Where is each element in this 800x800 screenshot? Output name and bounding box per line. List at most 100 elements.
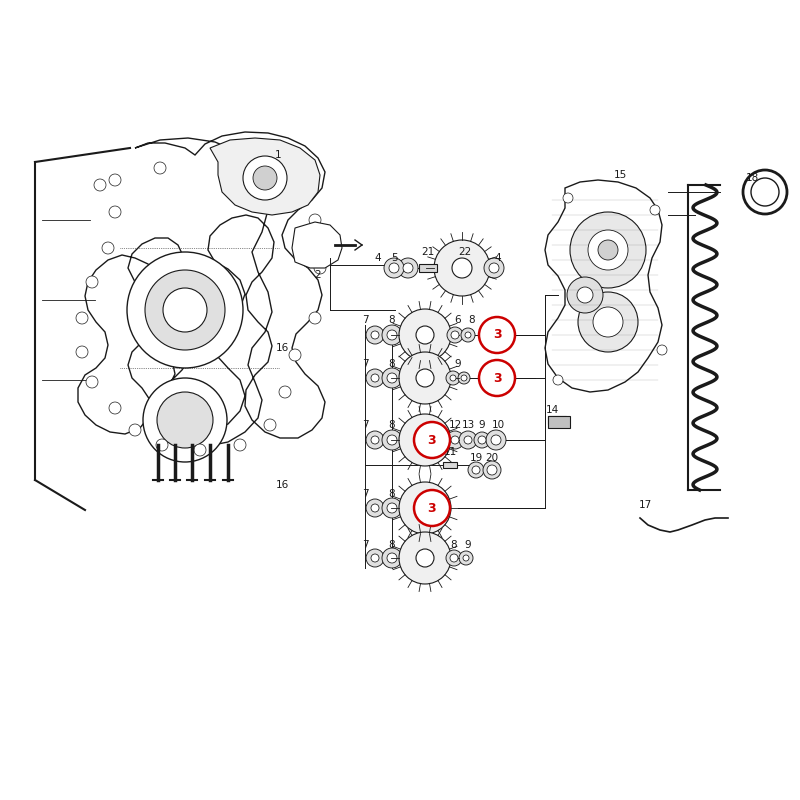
Circle shape	[484, 258, 504, 278]
Text: 22: 22	[458, 247, 472, 257]
Circle shape	[553, 375, 563, 385]
Circle shape	[253, 166, 277, 190]
Circle shape	[309, 214, 321, 226]
Circle shape	[371, 504, 379, 512]
Circle shape	[450, 554, 458, 562]
Circle shape	[487, 465, 497, 475]
Circle shape	[593, 307, 623, 337]
Circle shape	[279, 386, 291, 398]
Circle shape	[309, 312, 321, 324]
Circle shape	[86, 276, 98, 288]
Circle shape	[478, 436, 486, 444]
Circle shape	[578, 292, 638, 352]
Circle shape	[382, 325, 402, 345]
Circle shape	[491, 435, 501, 445]
Circle shape	[366, 549, 384, 567]
Circle shape	[446, 431, 464, 449]
Circle shape	[145, 270, 225, 350]
Circle shape	[416, 499, 434, 517]
Text: 13: 13	[462, 420, 474, 430]
Text: 9: 9	[465, 540, 471, 550]
Text: 7: 7	[362, 420, 368, 430]
Circle shape	[366, 431, 384, 449]
Text: 16: 16	[275, 343, 289, 353]
Circle shape	[416, 369, 434, 387]
Text: 7: 7	[362, 540, 368, 550]
Circle shape	[109, 206, 121, 218]
Circle shape	[434, 240, 490, 296]
Circle shape	[109, 402, 121, 414]
Text: 11: 11	[443, 447, 457, 457]
Circle shape	[598, 240, 618, 260]
Circle shape	[387, 435, 397, 445]
Circle shape	[224, 159, 236, 171]
Bar	[419, 264, 437, 272]
Circle shape	[371, 554, 379, 562]
Circle shape	[399, 414, 451, 466]
Circle shape	[451, 331, 459, 339]
Text: 2: 2	[314, 270, 322, 280]
Circle shape	[399, 352, 451, 404]
Text: 4: 4	[494, 253, 502, 263]
Text: 7: 7	[362, 359, 368, 369]
Text: 7: 7	[362, 315, 368, 325]
Text: 14: 14	[546, 405, 558, 415]
Circle shape	[479, 317, 515, 353]
Text: 12: 12	[448, 420, 462, 430]
Circle shape	[451, 436, 459, 444]
Circle shape	[650, 205, 660, 215]
Circle shape	[264, 419, 276, 431]
Circle shape	[483, 461, 501, 479]
Circle shape	[243, 156, 287, 200]
Circle shape	[463, 555, 469, 561]
Circle shape	[371, 331, 379, 339]
Text: 8: 8	[389, 359, 395, 369]
Text: 9: 9	[478, 420, 486, 430]
Text: 19: 19	[470, 453, 482, 463]
Circle shape	[382, 498, 402, 518]
Circle shape	[371, 374, 379, 382]
Circle shape	[76, 312, 88, 324]
Text: 10: 10	[491, 420, 505, 430]
Circle shape	[447, 327, 463, 343]
Circle shape	[414, 422, 450, 458]
Circle shape	[399, 309, 451, 361]
Circle shape	[279, 176, 291, 188]
Circle shape	[458, 372, 470, 384]
Text: 5: 5	[390, 253, 398, 263]
Circle shape	[366, 369, 384, 387]
Circle shape	[366, 326, 384, 344]
Polygon shape	[78, 132, 325, 446]
Circle shape	[416, 326, 434, 344]
Text: 8: 8	[389, 540, 395, 550]
Circle shape	[416, 549, 434, 567]
Circle shape	[567, 277, 603, 313]
Text: 16: 16	[275, 480, 289, 490]
Circle shape	[577, 287, 593, 303]
Text: 8: 8	[389, 420, 395, 430]
Circle shape	[387, 373, 397, 383]
Circle shape	[468, 462, 484, 478]
Text: 3: 3	[493, 371, 502, 385]
Circle shape	[489, 263, 499, 273]
Circle shape	[464, 436, 472, 444]
Circle shape	[588, 230, 628, 270]
Circle shape	[450, 375, 456, 381]
Text: 6: 6	[454, 315, 462, 325]
Circle shape	[461, 328, 475, 342]
Circle shape	[399, 482, 451, 534]
Circle shape	[387, 503, 397, 513]
Circle shape	[403, 263, 413, 273]
Circle shape	[127, 252, 243, 368]
Bar	[548, 416, 570, 428]
Text: 4: 4	[374, 253, 382, 263]
Circle shape	[129, 424, 141, 436]
Circle shape	[234, 439, 246, 451]
Circle shape	[389, 263, 399, 273]
Circle shape	[86, 376, 98, 388]
Circle shape	[314, 262, 326, 274]
Text: 8: 8	[450, 540, 458, 550]
Text: 7: 7	[362, 489, 368, 499]
Circle shape	[461, 375, 467, 381]
Circle shape	[398, 258, 418, 278]
